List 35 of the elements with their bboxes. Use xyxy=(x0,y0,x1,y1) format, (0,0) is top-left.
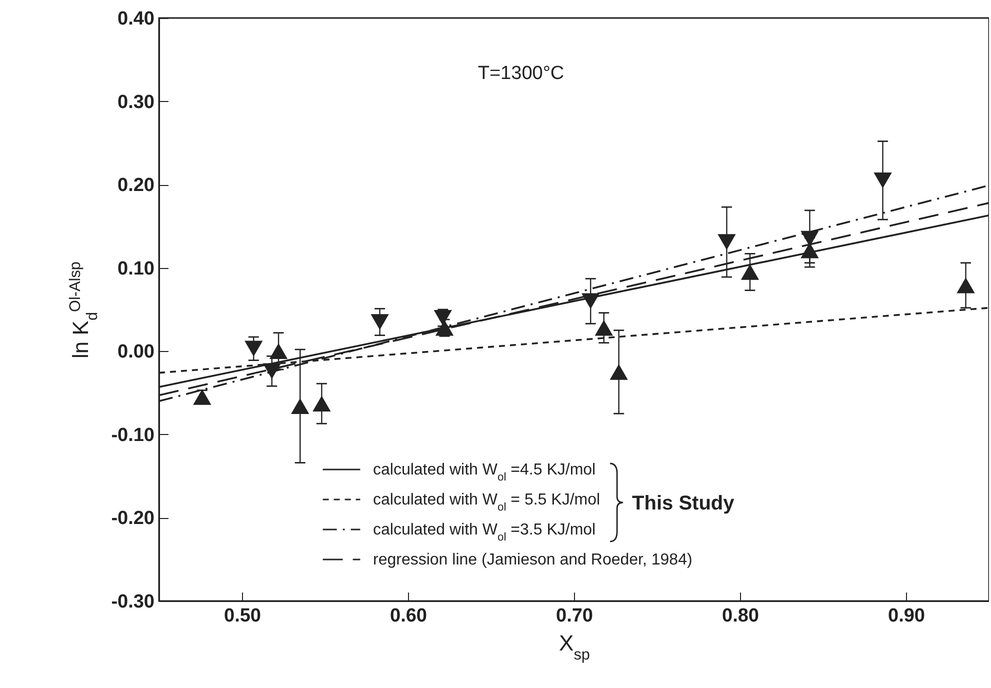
annotation: T=1300°C xyxy=(478,63,564,84)
legend-label: calculated with W$_{ol}$ = 5.5 KJ/mol xyxy=(373,492,600,514)
legend-label: regression line (Jamieson and Roeder, 1984) xyxy=(373,552,692,568)
point xyxy=(244,340,263,357)
y-tick-label: -0.10 xyxy=(111,424,154,446)
point xyxy=(312,396,331,412)
y-tick-label: -0.20 xyxy=(111,508,154,530)
x-axis-title: X$_{sp}$ xyxy=(559,630,590,663)
x-tick-label: 0.60 xyxy=(390,606,427,626)
point xyxy=(269,343,288,360)
point xyxy=(193,389,212,405)
x-tick-label: 0.50 xyxy=(224,606,261,626)
legend-label: calculated with W$_{ol}$ =4.5 KJ/mol xyxy=(373,462,596,484)
y-tick-label: 0.40 xyxy=(118,8,154,30)
point xyxy=(370,314,389,330)
y-tick-label: 0.30 xyxy=(118,92,154,113)
point xyxy=(874,172,892,188)
y-tick-label: 0.00 xyxy=(118,342,154,363)
y-tick-label: 0.10 xyxy=(118,258,154,280)
point xyxy=(434,310,452,326)
point xyxy=(262,363,281,379)
x-tick-label: 0.70 xyxy=(556,606,593,626)
x-tick-label: 0.80 xyxy=(722,606,759,626)
point xyxy=(718,234,736,250)
legend-label: calculated with W$_{ol}$ =3.5 KJ/mol xyxy=(373,522,596,544)
point xyxy=(291,398,310,414)
point xyxy=(610,364,628,380)
x-tick-label: 0.90 xyxy=(888,606,925,626)
point xyxy=(956,277,975,294)
point xyxy=(740,264,760,280)
y-tick-label: 0.20 xyxy=(118,175,154,196)
annotation: This Study xyxy=(632,492,736,514)
y-tick-label: -0.30 xyxy=(111,592,154,612)
point xyxy=(594,320,613,336)
point xyxy=(582,293,600,310)
